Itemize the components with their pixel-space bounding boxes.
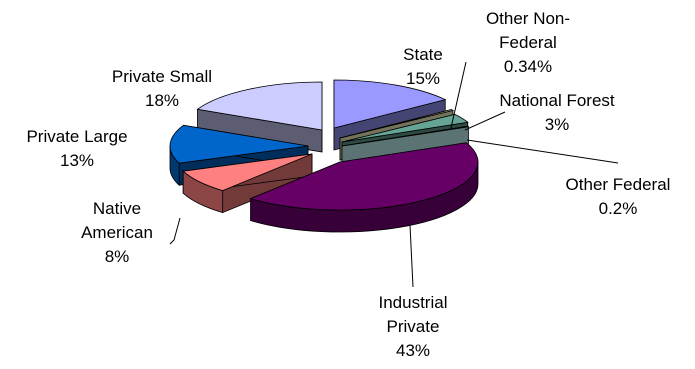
data-label-line: Other Non-: [486, 9, 570, 28]
leader-line-industrial-private: [409, 224, 414, 288]
data-label-line: Native: [93, 199, 141, 218]
data-label-private-small: Private Small 18%: [112, 67, 212, 110]
data-label-line: Other Federal: [566, 175, 671, 194]
data-label-line: Private: [387, 317, 440, 336]
data-label-line: Federal: [499, 33, 557, 52]
data-label-line: 13%: [60, 151, 94, 170]
leader-line-native-american: [169, 217, 181, 245]
data-label-native-american: Native American 8%: [81, 199, 153, 266]
pie-slice-private-small: [196, 81, 323, 153]
data-label-line: 0.34%: [504, 57, 552, 76]
data-label-line: 43%: [396, 341, 430, 360]
data-label-line: 15%: [406, 69, 440, 88]
data-label-line: 3%: [545, 115, 570, 134]
pie-slice-native-american: [182, 153, 313, 214]
data-label-line: 0.2%: [599, 199, 638, 218]
data-label-line: State: [403, 45, 443, 64]
data-label-line: 8%: [105, 247, 130, 266]
data-label-line: Private Large: [26, 127, 127, 146]
data-label-line: Private Small: [112, 67, 212, 86]
data-label-line: Industrial: [379, 293, 448, 312]
data-label-private-large: Private Large 13%: [26, 127, 127, 170]
data-label-national-forest: National Forest 3%: [499, 91, 615, 134]
leader-line-national-forest: [464, 111, 506, 131]
leader-line-other-non-federal: [450, 61, 467, 129]
data-label-line: American: [81, 223, 153, 242]
data-label-other-federal: Other Federal 0.2%: [566, 175, 671, 218]
data-label-other-non-federal: Other Non- Federal 0.34%: [486, 9, 570, 76]
data-label-industrial-private: Industrial Private 43%: [379, 293, 448, 360]
data-label-state: State 15%: [403, 45, 443, 88]
leader-line-other-federal: [466, 139, 619, 164]
data-label-line: National Forest: [499, 91, 615, 110]
pie-slice-industrial-private: [249, 142, 479, 233]
data-label-line: 18%: [145, 91, 179, 110]
